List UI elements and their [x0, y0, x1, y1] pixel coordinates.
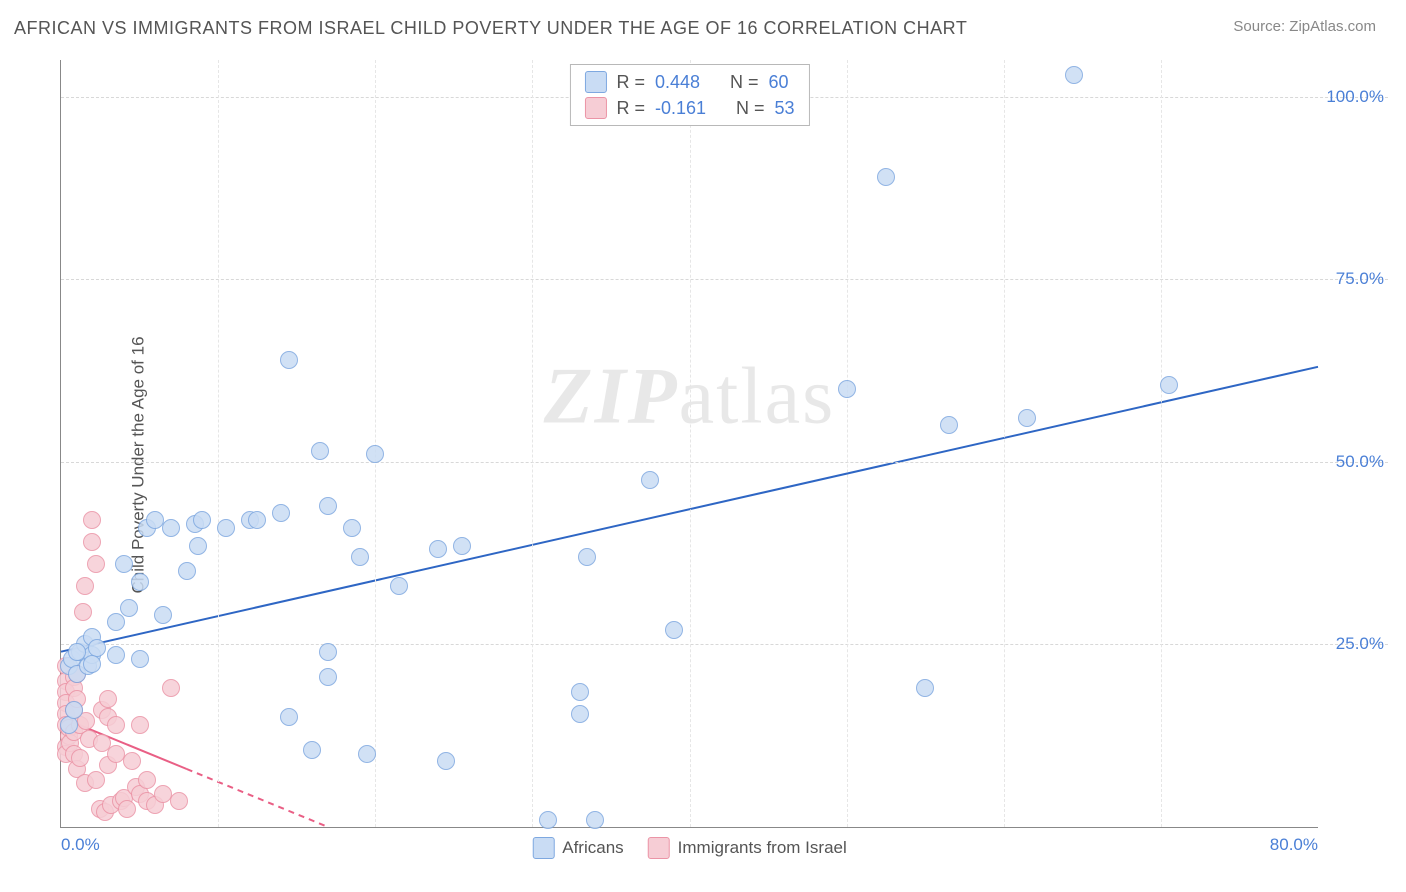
- correlation-legend: R = 0.448 N = 60 R = -0.161 N = 53: [569, 64, 809, 126]
- data-point-israel: [87, 771, 105, 789]
- legend-label-africans: Africans: [562, 838, 623, 858]
- data-point-africans: [319, 497, 337, 515]
- data-point-africans: [248, 511, 266, 529]
- y-tick-label: 75.0%: [1336, 269, 1384, 289]
- data-point-africans: [189, 537, 207, 555]
- data-point-africans: [115, 555, 133, 573]
- data-point-africans: [154, 606, 172, 624]
- y-gridline: [61, 279, 1388, 280]
- data-point-africans: [162, 519, 180, 537]
- data-point-israel: [123, 752, 141, 770]
- x-gridline: [847, 60, 848, 827]
- data-point-africans: [131, 573, 149, 591]
- data-point-israel: [74, 603, 92, 621]
- legend-item-israel: Immigrants from Israel: [648, 837, 847, 859]
- legend-row-israel: R = -0.161 N = 53: [584, 95, 794, 121]
- data-point-israel: [83, 511, 101, 529]
- data-point-africans: [539, 811, 557, 829]
- data-point-africans: [578, 548, 596, 566]
- data-point-africans: [877, 168, 895, 186]
- data-point-africans: [916, 679, 934, 697]
- swatch-israel-icon: [648, 837, 670, 859]
- data-point-israel: [76, 577, 94, 595]
- chart-area: Child Poverty Under the Age of 16 ZIPatl…: [14, 52, 1392, 878]
- data-point-africans: [280, 351, 298, 369]
- y-gridline: [61, 462, 1388, 463]
- data-point-africans: [571, 705, 589, 723]
- data-point-israel: [131, 716, 149, 734]
- y-tick-label: 50.0%: [1336, 452, 1384, 472]
- data-point-africans: [178, 562, 196, 580]
- data-point-africans: [665, 621, 683, 639]
- data-point-africans: [390, 577, 408, 595]
- data-point-africans: [120, 599, 138, 617]
- data-point-africans: [366, 445, 384, 463]
- data-point-israel: [162, 679, 180, 697]
- data-point-africans: [319, 668, 337, 686]
- data-point-africans: [303, 741, 321, 759]
- swatch-africans: [584, 71, 606, 93]
- data-point-africans: [343, 519, 361, 537]
- data-point-africans: [453, 537, 471, 555]
- data-point-africans: [429, 540, 447, 558]
- data-point-africans: [351, 548, 369, 566]
- data-point-africans: [107, 613, 125, 631]
- y-tick-label: 25.0%: [1336, 634, 1384, 654]
- y-gridline: [61, 644, 1388, 645]
- data-point-africans: [571, 683, 589, 701]
- data-point-africans: [437, 752, 455, 770]
- x-tick-label: 80.0%: [1270, 835, 1318, 855]
- data-point-africans: [65, 701, 83, 719]
- data-point-africans: [586, 811, 604, 829]
- y-tick-label: 100.0%: [1326, 87, 1384, 107]
- plot-area: ZIPatlas R = 0.448 N = 60 R = -0.161 N =…: [60, 60, 1318, 828]
- data-point-africans: [272, 504, 290, 522]
- x-gridline: [690, 60, 691, 827]
- data-point-africans: [319, 643, 337, 661]
- data-point-israel: [83, 533, 101, 551]
- data-point-africans: [1065, 66, 1083, 84]
- data-point-africans: [358, 745, 376, 763]
- legend-label-israel: Immigrants from Israel: [678, 838, 847, 858]
- x-gridline: [1004, 60, 1005, 827]
- data-point-africans: [107, 646, 125, 664]
- data-point-israel: [71, 749, 89, 767]
- x-tick-label: 0.0%: [61, 835, 100, 855]
- data-point-africans: [940, 416, 958, 434]
- data-point-africans: [83, 655, 101, 673]
- series-legend: Africans Immigrants from Israel: [532, 837, 847, 859]
- x-gridline: [375, 60, 376, 827]
- data-point-israel: [87, 555, 105, 573]
- chart-title: AFRICAN VS IMMIGRANTS FROM ISRAEL CHILD …: [14, 18, 967, 39]
- data-point-israel: [138, 771, 156, 789]
- data-point-israel: [118, 800, 136, 818]
- swatch-israel: [584, 97, 606, 119]
- data-point-africans: [217, 519, 235, 537]
- data-point-africans: [1160, 376, 1178, 394]
- x-gridline: [1161, 60, 1162, 827]
- chart-source: Source: ZipAtlas.com: [1233, 18, 1376, 35]
- data-point-africans: [280, 708, 298, 726]
- x-gridline: [218, 60, 219, 827]
- data-point-africans: [131, 650, 149, 668]
- data-point-israel: [107, 716, 125, 734]
- swatch-africans-icon: [532, 837, 554, 859]
- data-point-africans: [838, 380, 856, 398]
- data-point-africans: [68, 643, 86, 661]
- legend-item-africans: Africans: [532, 837, 623, 859]
- data-point-israel: [170, 792, 188, 810]
- data-point-israel: [99, 690, 117, 708]
- data-point-africans: [311, 442, 329, 460]
- x-gridline: [532, 60, 533, 827]
- data-point-africans: [1018, 409, 1036, 427]
- data-point-africans: [641, 471, 659, 489]
- data-point-africans: [193, 511, 211, 529]
- legend-row-africans: R = 0.448 N = 60: [584, 69, 794, 95]
